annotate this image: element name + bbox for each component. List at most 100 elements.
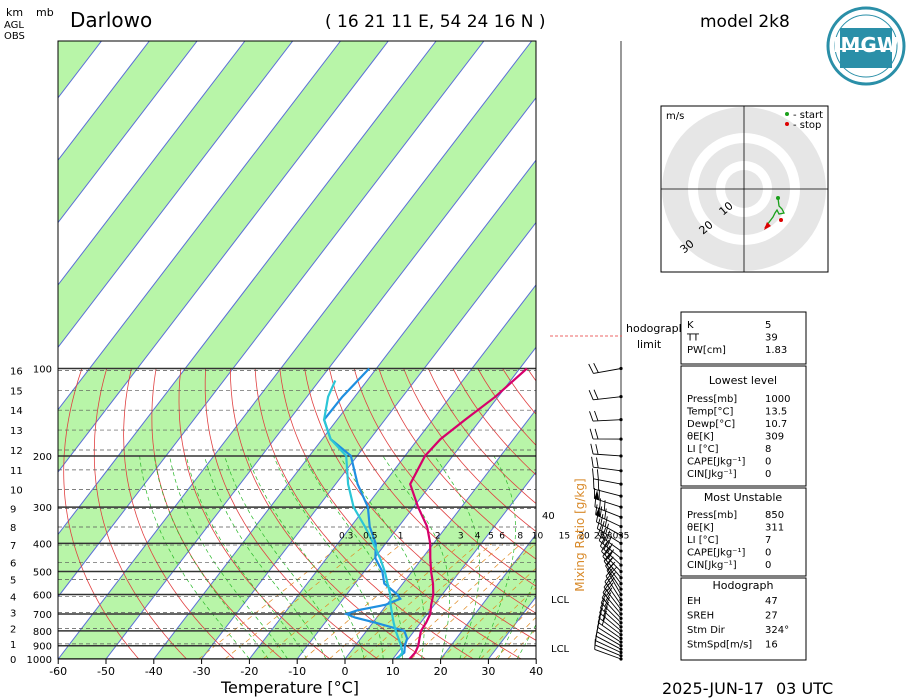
hodo-storm-arrow <box>764 222 771 230</box>
wind-barb <box>588 363 622 374</box>
pressure-tick-label: 600 <box>33 591 52 602</box>
height-tick-label: 8 <box>10 523 16 534</box>
dewpoint-profile <box>322 367 409 659</box>
temperature-profile <box>408 367 528 659</box>
temperature-tick-label: -10 <box>288 665 306 678</box>
pressure-tick-label: 400 <box>33 539 52 550</box>
isotherm <box>58 41 389 473</box>
mixing-ratio-tick-label: 5 <box>488 531 494 541</box>
dry-adiabat <box>178 368 331 659</box>
agl-label: AGL <box>4 20 24 31</box>
dry-adiabat <box>151 368 283 659</box>
hodograph: m/s - start - stop 10 20 30 <box>660 105 829 273</box>
temperature-tick-label: -50 <box>97 665 115 678</box>
moist-adiabat <box>169 455 288 659</box>
isotherm <box>58 41 246 286</box>
hodo-stop-dot <box>785 122 789 126</box>
temperature-tick-label: -30 <box>193 665 211 678</box>
index-label: LI [°C] <box>687 444 719 455</box>
temperature-tick-label: 0 <box>342 665 349 678</box>
dry-adiabat <box>378 368 536 560</box>
index-label: TT <box>686 333 700 344</box>
dry-adiabat <box>403 368 536 533</box>
temperature-tick-label: 20 <box>434 665 448 678</box>
barb-dot <box>619 395 623 399</box>
obs-label: OBS <box>4 31 25 42</box>
wind-barb <box>599 536 622 566</box>
temperature-tick-label: 10 <box>386 665 400 678</box>
pressure-tick-label: 300 <box>33 503 52 514</box>
parcel-profile <box>322 380 404 659</box>
dry-adiabat <box>230 368 426 659</box>
wind-barb <box>601 542 622 572</box>
moist-adiabat <box>139 455 250 659</box>
mixing-ratio-tick-label: 4 <box>475 531 481 541</box>
hodograph-title: Hodograph <box>713 579 774 592</box>
height-tick-label: 12 <box>10 446 23 457</box>
index-label: K <box>687 320 694 331</box>
isotherm <box>58 41 341 411</box>
isotherm <box>58 41 437 536</box>
dry-adiabat <box>427 368 536 504</box>
index-value: 0 <box>765 457 771 468</box>
dry-adiabat <box>93 368 187 659</box>
height-tick-label: 1 <box>10 640 16 651</box>
index-value: 27 <box>765 611 778 622</box>
index-label: StmSpd[m/s] <box>687 640 752 651</box>
index-label: EH <box>687 596 701 607</box>
isotherm <box>0 41 54 659</box>
label-40: 40 <box>542 511 555 522</box>
index-value: 39 <box>765 333 778 344</box>
mixing-ratio-tick-label: 0.5 <box>363 531 377 541</box>
height-tick-label: 0 <box>10 655 16 666</box>
index-value: 0 <box>765 548 771 559</box>
isotherm <box>344 408 536 659</box>
height-tick-label: 10 <box>10 485 23 496</box>
temperature-tick-label: 40 <box>529 665 543 678</box>
wind-barb <box>595 504 622 528</box>
index-value: 16 <box>765 640 778 651</box>
height-tick-label: 13 <box>10 426 23 437</box>
height-tick-label: 4 <box>10 592 16 603</box>
pressure-tick-label: 900 <box>33 642 52 653</box>
wind-barb <box>602 547 622 578</box>
mixing-ratio-tick-label: 35 <box>618 531 629 541</box>
pressure-tick-label: 100 <box>33 365 52 376</box>
index-value: 324° <box>765 625 789 636</box>
index-value: 47 <box>765 596 778 607</box>
index-value: 5 <box>765 320 771 331</box>
index-value: 309 <box>765 432 784 443</box>
barb-dot <box>619 505 623 509</box>
height-tick-label: 14 <box>10 406 23 417</box>
isotherm <box>249 284 536 659</box>
isotherm <box>201 221 536 659</box>
wind-barb <box>593 478 622 497</box>
wind-barb <box>588 389 622 401</box>
index-label: Press[mb] <box>687 394 737 405</box>
isotherm <box>58 41 294 349</box>
temperature-tick-label: -20 <box>240 665 258 678</box>
wind-barb <box>602 583 622 615</box>
mixing-ratio-tick-label: 20 <box>578 531 590 541</box>
wind-barb <box>595 511 622 536</box>
index-label: Dewp[°C] <box>687 419 735 430</box>
index-value: 13.5 <box>765 407 787 418</box>
index-value: 0 <box>765 469 771 480</box>
isotherm <box>58 41 533 659</box>
time-label: 03 UTC <box>776 679 833 698</box>
station-name: Darlowo <box>70 8 152 32</box>
isotherm <box>105 96 536 659</box>
hodo-start-label: - start <box>793 110 823 121</box>
dry-adiabat <box>123 368 235 659</box>
mixing-ratio-tick-label: 3 <box>458 531 464 541</box>
height-tick-label: 11 <box>10 466 23 477</box>
isotherm <box>58 41 198 224</box>
km-label: km <box>6 6 23 19</box>
mixing-ratio-tick-label: 0.3 <box>339 531 353 541</box>
pressure-tick-label: 200 <box>33 452 52 463</box>
mixing-ratio-tick-label: 2 <box>435 531 441 541</box>
mixing-ratio-tick-label: 15 <box>559 531 570 541</box>
model-name: model 2k8 <box>700 12 790 32</box>
mixing-ratio-tick-label: 25 <box>594 531 605 541</box>
